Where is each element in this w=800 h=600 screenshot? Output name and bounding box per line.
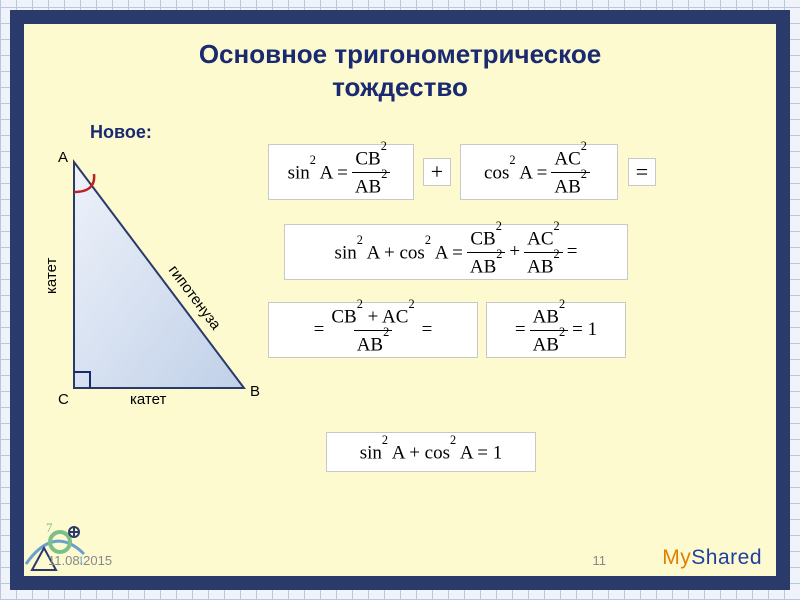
title-line2: тождество <box>332 72 468 102</box>
svg-text:катет: катет <box>43 258 60 294</box>
triangle-diagram: A B C катет катет гипотенуза <box>40 144 270 424</box>
op-eq: = <box>628 158 656 186</box>
formula-identity: sin2 A + cos2 A = 1 <box>326 432 536 472</box>
op-plus: + <box>423 158 451 186</box>
title-line1: Основное тригонометрическое <box>199 39 601 69</box>
subheading: Новое: <box>90 122 152 143</box>
watermark-my: My <box>662 546 691 569</box>
svg-text:катет: катет <box>130 391 166 408</box>
formula-sin2: sin2 A = CB2 AB2 <box>268 144 414 200</box>
watermark: MyShared <box>662 546 762 570</box>
svg-text:B: B <box>250 383 260 400</box>
footer-page: 11 <box>593 553 607 568</box>
formula-cos2: cos2 A = AC2 AB2 <box>460 144 618 200</box>
svg-text:A: A <box>58 149 68 166</box>
formula-combine: = CB2 + AC2AB2 = <box>268 302 478 358</box>
svg-text:C: C <box>58 391 69 408</box>
footer-date: 11.08.2015 <box>48 553 112 568</box>
watermark-shared: Shared <box>691 546 762 569</box>
slide-title: Основное тригонометрическое тождество <box>24 24 776 103</box>
formula-simplify: = AB2AB2 = 1 <box>486 302 626 358</box>
svg-text:7: 7 <box>46 520 53 535</box>
formula-sum-expand: sin2 A + cos2 A = CB2AB2 + AC2AB2 = <box>284 224 628 280</box>
